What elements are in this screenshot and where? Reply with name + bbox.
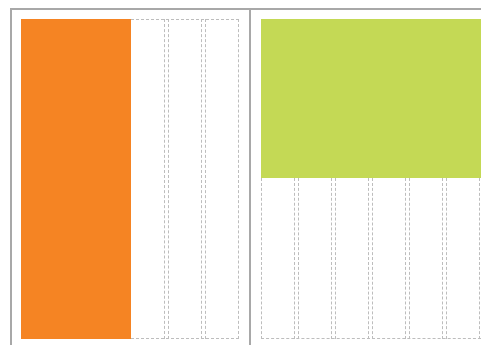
- right-page-green-block: [261, 19, 481, 178]
- left-page-orange-block: [21, 19, 131, 339]
- right-page-column-guide: [368, 178, 369, 339]
- right-page-column-guide: [446, 178, 447, 339]
- left-page-column-guide: [205, 19, 206, 339]
- left-page-column-guide: [164, 19, 165, 339]
- right-page-column-guide: [405, 178, 406, 339]
- left-page-guide-bottom: [131, 338, 239, 339]
- right-page-column-guide: [442, 178, 443, 339]
- right-page-column-guide: [372, 178, 373, 339]
- right-page-guide-bottom: [261, 338, 481, 339]
- right-page-column-guide: [331, 178, 332, 339]
- frame-left-edge: [10, 8, 12, 345]
- right-page-column-guide: [294, 178, 295, 339]
- frame-top-edge: [10, 8, 481, 10]
- right-page-column-guide: [261, 178, 262, 339]
- left-page-guide-top: [131, 19, 239, 20]
- right-page-column-guide: [298, 178, 299, 339]
- left-page-column-guide: [168, 19, 169, 339]
- right-page-column-guide: [335, 178, 336, 339]
- right-page-column-guide: [409, 178, 410, 339]
- left-page-column-guide: [238, 19, 239, 339]
- page-divider: [249, 8, 251, 345]
- right-page-column-guide: [479, 178, 480, 339]
- left-page-column-guide: [201, 19, 202, 339]
